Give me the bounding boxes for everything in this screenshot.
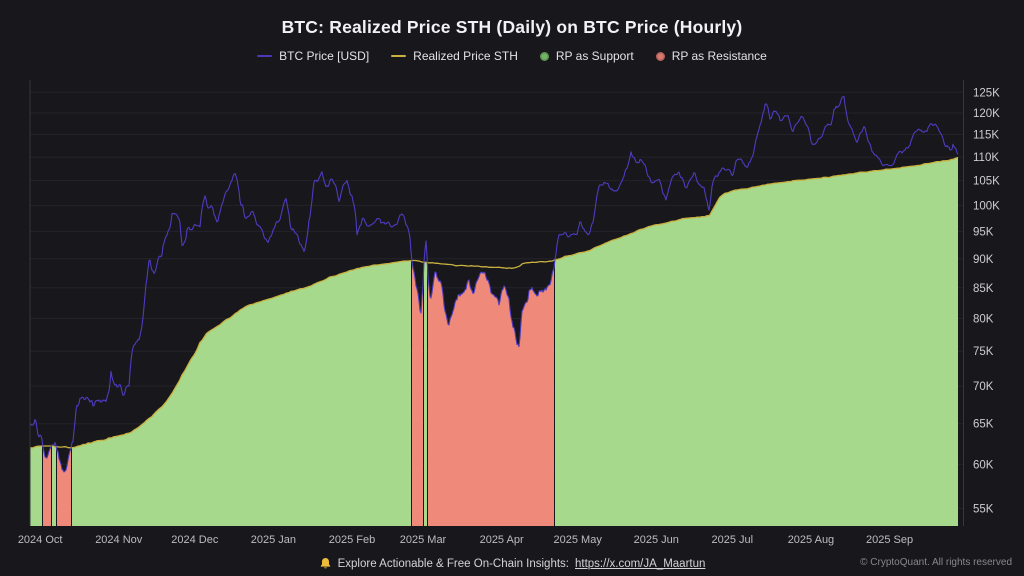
copyright-notice: © CryptoQuant. All rights reserved bbox=[860, 557, 1012, 568]
x-axis-tick-label: 2025 Apr bbox=[480, 534, 524, 546]
x-axis-tick-label: 2025 Mar bbox=[400, 534, 447, 546]
x-axis-tick-label: 2025 Jun bbox=[634, 534, 679, 546]
x-axis-tick-label: 2025 Sep bbox=[866, 534, 913, 546]
legend-label-btc-price: BTC Price [USD] bbox=[279, 49, 370, 63]
btc-price-line-swatch bbox=[257, 55, 273, 57]
support-area bbox=[424, 262, 427, 526]
footer-promo: Explore Actionable & Free On-Chain Insig… bbox=[0, 557, 1024, 570]
y-axis-tick-label: 90K bbox=[973, 254, 994, 266]
support-area bbox=[30, 446, 42, 526]
support-area bbox=[52, 445, 56, 526]
x-axis-tick-label: 2025 Feb bbox=[329, 534, 375, 546]
promo-link[interactable]: https://x.com/JA_Maartun bbox=[575, 557, 706, 570]
y-axis-tick-label: 105K bbox=[973, 176, 1000, 188]
x-axis-tick-label: 2024 Dec bbox=[171, 534, 219, 546]
legend-item-rp-resistance[interactable]: RP as Resistance bbox=[655, 49, 767, 63]
y-axis-tick-label: 95K bbox=[973, 226, 994, 238]
y-axis-tick-label: 80K bbox=[973, 313, 994, 325]
y-axis-tick-label: 65K bbox=[973, 419, 994, 431]
legend-label-rp-resistance: RP as Resistance bbox=[671, 49, 767, 63]
y-axis-tick-label: 110K bbox=[973, 152, 999, 164]
x-axis-tick-label: 2025 May bbox=[554, 534, 603, 546]
realized-price-line-swatch bbox=[391, 55, 407, 57]
btc-price-line bbox=[29, 95, 959, 473]
legend-item-btc-price[interactable]: BTC Price [USD] bbox=[257, 49, 369, 63]
resistance-area bbox=[412, 261, 423, 526]
y-axis-tick-label: 55K bbox=[973, 503, 994, 515]
realized-price-line bbox=[29, 156, 959, 449]
x-axis-tick-label: 2025 Jan bbox=[251, 534, 296, 546]
resistance-area bbox=[57, 448, 71, 526]
bell-icon bbox=[320, 557, 330, 569]
x-axis-tick-label: 2024 Oct bbox=[18, 534, 63, 546]
promo-text: Explore Actionable & Free On-Chain Insig… bbox=[337, 557, 569, 570]
y-axis-tick-label: 100K bbox=[973, 200, 1000, 212]
support-area bbox=[72, 260, 411, 526]
x-axis-tick-label: 2025 Jul bbox=[712, 534, 754, 546]
chart-legend: BTC Price [USD] Realized Price STH RP as… bbox=[0, 49, 1024, 63]
support-dot-icon bbox=[539, 51, 549, 61]
support-area bbox=[555, 157, 958, 526]
y-axis-tick-label: 70K bbox=[973, 381, 994, 393]
y-axis-tick-label: 120K bbox=[973, 108, 1000, 120]
legend-label-rp-support: RP as Support bbox=[555, 49, 634, 63]
x-axis-tick-label: 2025 Aug bbox=[788, 534, 835, 546]
y-axis-tick-label: 85K bbox=[973, 283, 994, 295]
y-axis-tick-label: 115K bbox=[973, 130, 999, 142]
resistance-area bbox=[428, 268, 554, 526]
y-axis-tick-label: 60K bbox=[973, 459, 994, 471]
legend-label-realized-price: Realized Price STH bbox=[413, 49, 518, 63]
resistance-area bbox=[43, 446, 51, 526]
x-axis-tick-label: 2024 Nov bbox=[95, 534, 143, 546]
legend-item-realized-price[interactable]: Realized Price STH bbox=[391, 49, 518, 63]
y-axis-tick-label: 125K bbox=[973, 87, 1000, 99]
y-axis-tick-label: 75K bbox=[973, 346, 994, 358]
resistance-dot-icon bbox=[655, 51, 665, 61]
chart-title: BTC: Realized Price STH (Daily) on BTC P… bbox=[281, 17, 743, 37]
legend-item-rp-support[interactable]: RP as Support bbox=[539, 49, 634, 63]
